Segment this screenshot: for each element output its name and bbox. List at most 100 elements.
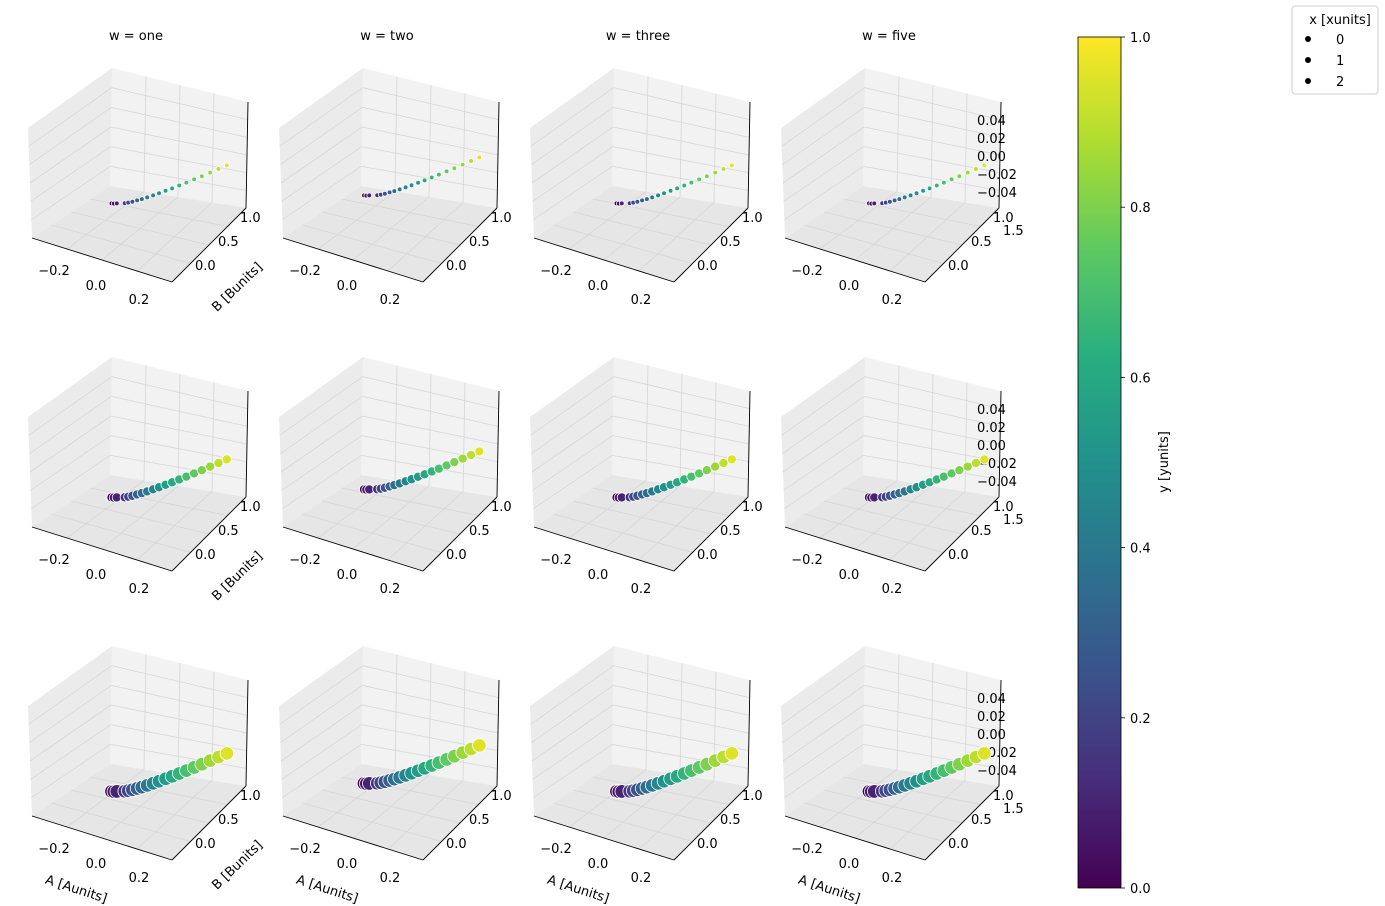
- scatter-point: [956, 173, 963, 180]
- scatter-point: [221, 454, 232, 465]
- scatter-point: [391, 188, 398, 194]
- left-pane: [28, 646, 112, 816]
- x-tick-label: 0.0: [588, 568, 609, 583]
- scatter-point: [436, 171, 442, 178]
- z-tick-label: 0.04: [977, 692, 1006, 707]
- y-axis-label: B [Bunits]: [209, 549, 266, 604]
- scatter-point: [382, 190, 388, 197]
- y-tick-label: 0.5: [469, 235, 490, 250]
- x-tick-label: 0.2: [380, 871, 401, 886]
- x-axis-label: A [Aunits]: [43, 873, 109, 906]
- left-pane: [28, 68, 112, 238]
- scatter-point: [150, 192, 156, 199]
- colorbar-tick-label: 0.0: [1130, 882, 1151, 897]
- y-tick-label: 0.0: [446, 548, 467, 563]
- scatter-point: [459, 161, 466, 168]
- scatter-point: [402, 184, 409, 191]
- colorbar-tick-label: 0.4: [1130, 542, 1151, 557]
- colorbar: 0.0 0.2 0.4 0.6 0.8 1.0 y [yunits]: [1077, 31, 1172, 897]
- scatter-point: [871, 200, 878, 207]
- x-tick-label: −0.2: [289, 842, 321, 857]
- floor-pane: [534, 764, 748, 860]
- floor-pane: [32, 764, 246, 860]
- y-tick-label: 0.0: [697, 837, 718, 852]
- scatter-point: [415, 179, 421, 186]
- facet-panel-r1-c2: −0.20.00.20.00.51.0: [530, 357, 763, 597]
- x-tick-label: −0.2: [540, 842, 572, 857]
- colorbar-label: y [yunits]: [1157, 431, 1172, 493]
- legend-marker: [1305, 57, 1311, 63]
- z-tick-label: 0.04: [977, 114, 1006, 129]
- scatter-point: [701, 465, 712, 476]
- y-tick-label: 0.0: [446, 837, 467, 852]
- y-tick-label: 1.0: [491, 211, 512, 226]
- y-tick-label: 0.0: [697, 548, 718, 563]
- legend-marker: [1305, 78, 1311, 84]
- y-tick-label: 1.0: [240, 500, 261, 515]
- facet-panel-r2-c2: −0.20.00.20.00.51.0A [Aunits]: [530, 646, 763, 906]
- scatter-point: [213, 457, 224, 468]
- y-tick-label: 1.0: [240, 211, 261, 226]
- x-tick-label: 0.0: [839, 279, 860, 294]
- z-tick-label: 0.02: [977, 421, 1006, 436]
- scatter-point: [386, 189, 393, 196]
- left-pane: [530, 646, 614, 816]
- x-tick-label: 0.0: [337, 568, 358, 583]
- scatter-point: [183, 179, 190, 186]
- facet-panel-r0-c0: −0.20.00.20.00.51.0B [Bunits]w = one: [28, 29, 266, 315]
- scatter-point: [215, 166, 222, 172]
- facet-title: w = three: [606, 29, 670, 44]
- x-tick-label: 0.0: [86, 857, 107, 872]
- scatter-point: [639, 197, 645, 204]
- facet-panel-r2-c3: −0.20.00.20.00.51.01.50.040.020.00−0.02−…: [781, 646, 1024, 906]
- y-tick-label: 0.5: [971, 524, 992, 539]
- scatter-point: [970, 457, 981, 468]
- y-tick-label: 0.0: [948, 837, 969, 852]
- scatter-point: [704, 173, 710, 180]
- panels-group: −0.20.00.20.00.51.0B [Bunits]w = one−0.2…: [28, 29, 1024, 906]
- y-axis-label: B [Bunits]: [209, 838, 266, 893]
- x-tick-label: −0.2: [791, 842, 823, 857]
- scatter-point: [224, 162, 230, 169]
- facet-title: w = five: [862, 29, 916, 44]
- x-tick-label: −0.2: [540, 264, 572, 279]
- floor-pane: [785, 186, 999, 282]
- y-tick-label: 1.0: [240, 789, 261, 804]
- colorbar-tick-label: 1.0: [1130, 31, 1151, 46]
- facet-panel-r0-c3: −0.20.00.20.00.51.01.50.040.020.00−0.02−…: [781, 29, 1024, 308]
- floor-pane: [785, 475, 999, 571]
- facet-panel-r1-c3: −0.20.00.20.00.51.01.50.040.020.00−0.02−…: [781, 357, 1024, 597]
- scatter-point: [979, 454, 990, 465]
- scatter-point: [618, 200, 625, 207]
- facet-panel-r0-c1: −0.20.00.20.00.51.0w = two: [279, 29, 512, 308]
- z-tick-label: −0.04: [977, 764, 1017, 779]
- scatter-point: [688, 179, 695, 186]
- x-tick-label: 0.0: [86, 279, 107, 294]
- scatter-point: [891, 197, 898, 204]
- scatter-point: [634, 198, 641, 205]
- scatter-point: [896, 196, 903, 202]
- floor-pane: [32, 475, 246, 571]
- facet-panel-r1-c1: −0.20.00.20.00.51.0: [279, 357, 512, 597]
- scatter-point: [162, 187, 169, 194]
- z-tick-label: 0.00: [977, 728, 1006, 743]
- scatter-point: [113, 200, 120, 207]
- x-tick-label: 0.2: [380, 582, 401, 597]
- facet-panel-r2-c1: −0.20.00.20.00.51.0A [Aunits]: [279, 646, 512, 906]
- left-pane: [781, 357, 865, 527]
- scatter-point: [712, 169, 718, 176]
- x-tick-label: 0.2: [631, 582, 652, 597]
- z-tick-label: 0.04: [977, 403, 1006, 418]
- y-tick-label: 0.0: [948, 259, 969, 274]
- left-pane: [279, 68, 363, 238]
- x-tick-label: −0.2: [289, 264, 321, 279]
- scatter-point: [941, 179, 947, 186]
- x-tick-label: 0.0: [588, 279, 609, 294]
- scatter-point: [649, 194, 655, 201]
- colorbar-tick-label: 0.6: [1130, 371, 1151, 386]
- scatter-point: [724, 746, 740, 761]
- scatter-point: [913, 190, 920, 197]
- scatter-point: [465, 449, 476, 460]
- x-tick-label: 0.0: [839, 857, 860, 872]
- legend-frame: [1291, 5, 1379, 95]
